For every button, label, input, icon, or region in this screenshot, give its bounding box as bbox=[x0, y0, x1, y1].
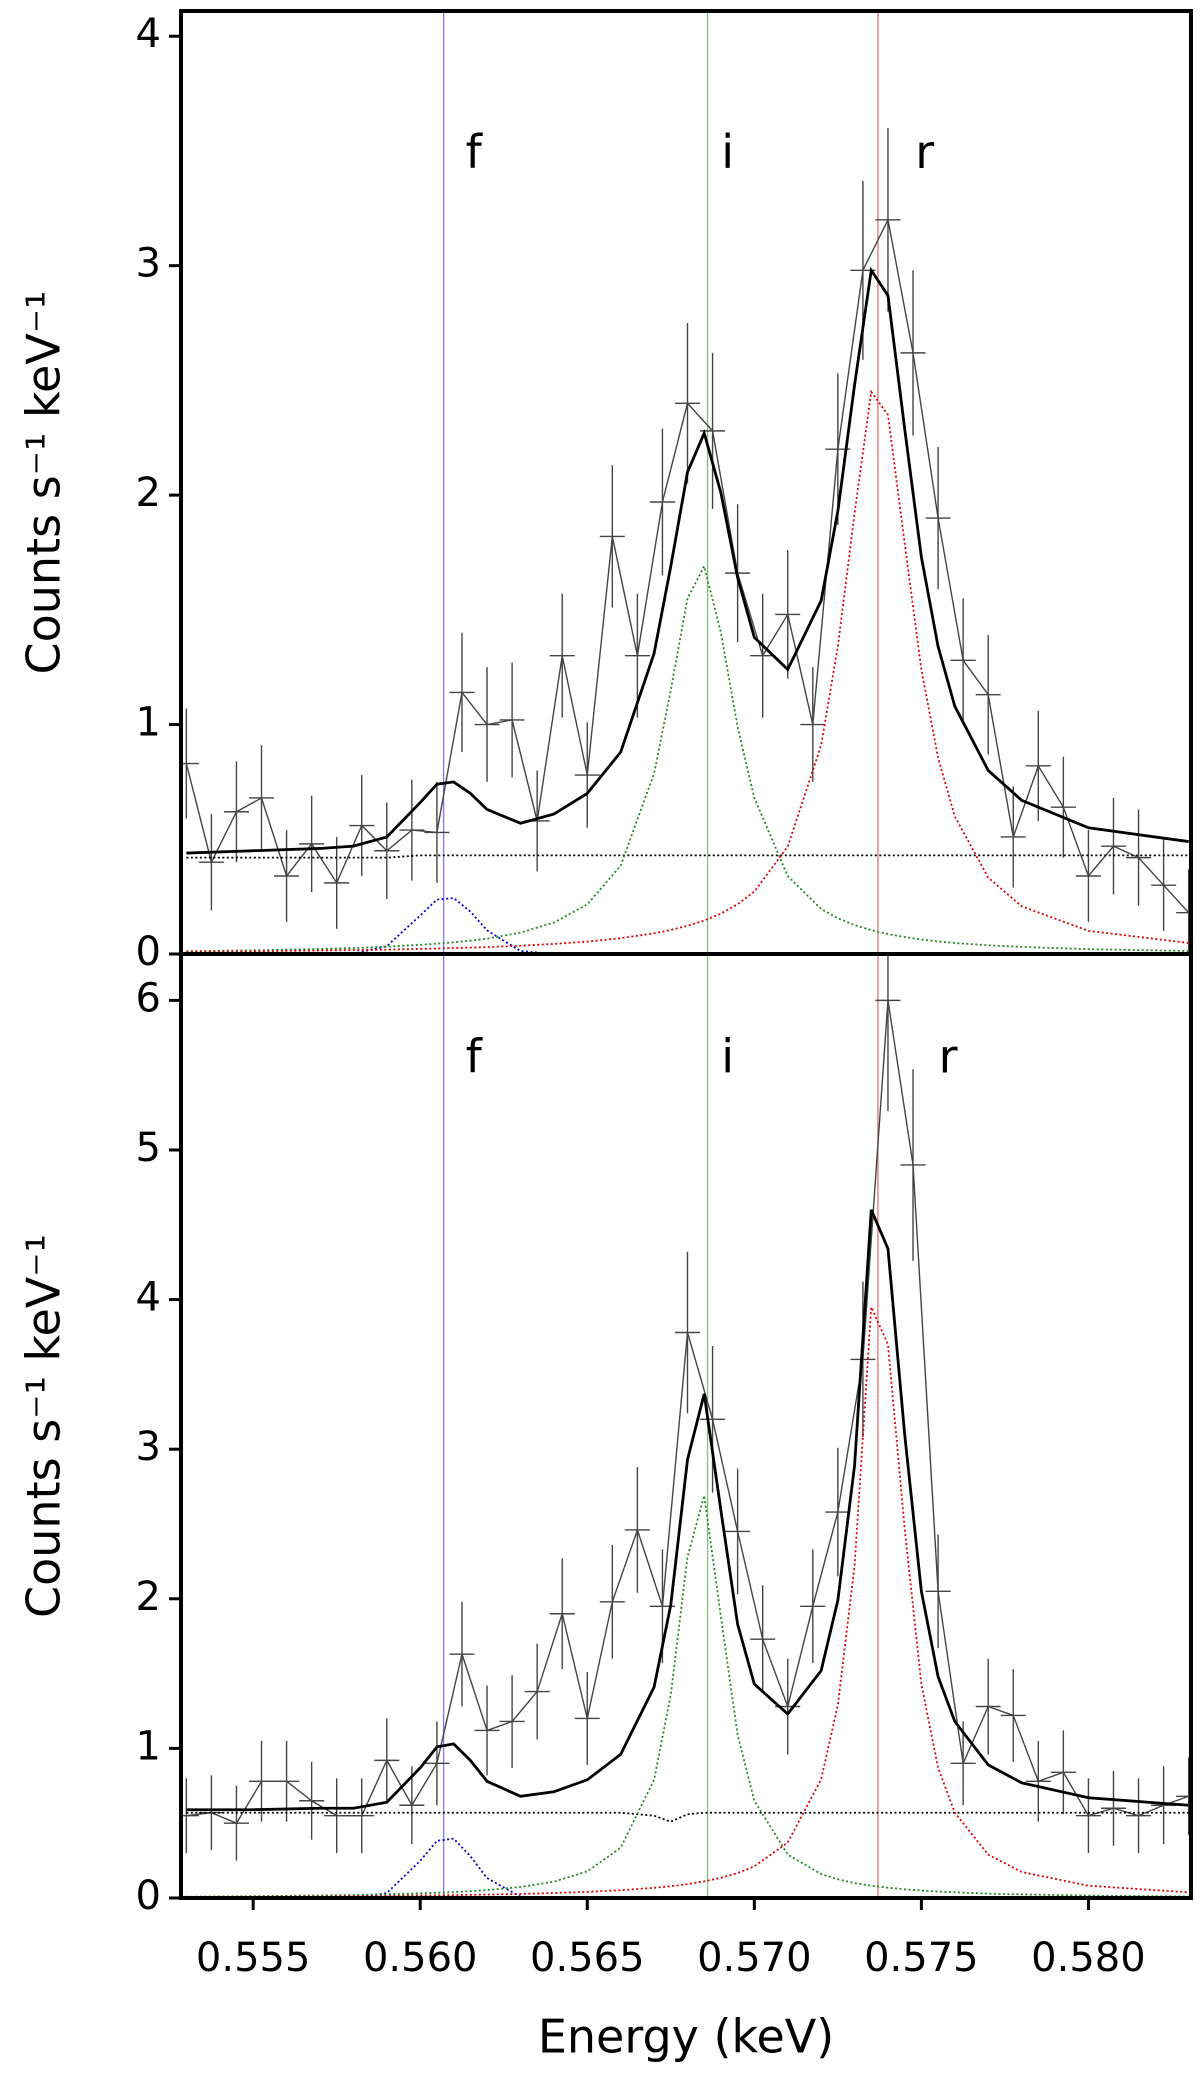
component-line bbox=[186, 897, 1189, 954]
y-axis-label: Counts s⁻¹ keV⁻¹ bbox=[17, 291, 71, 675]
component-line bbox=[186, 854, 1189, 859]
y-tick-label: 4 bbox=[136, 1275, 161, 1321]
component-line bbox=[186, 1811, 1189, 1823]
y-tick-label: 5 bbox=[136, 1125, 161, 1171]
component-line bbox=[186, 389, 1189, 953]
x-tick-label: 0.575 bbox=[864, 1935, 979, 1981]
y-tick-label: 1 bbox=[136, 1723, 161, 1769]
x-tick-label: 0.565 bbox=[530, 1935, 645, 1981]
x-axis-label: Energy (keV) bbox=[538, 2010, 834, 2064]
y-tick-label: 2 bbox=[136, 1574, 161, 1620]
x-tick-label: 0.555 bbox=[196, 1935, 311, 1981]
component-line bbox=[186, 563, 1189, 953]
x-tick-label: 0.580 bbox=[1031, 1935, 1146, 1981]
plot-area bbox=[181, 954, 1191, 1898]
y-tick-label: 4 bbox=[136, 11, 161, 57]
y-tick-label: 0 bbox=[136, 929, 161, 975]
y-tick-label: 2 bbox=[136, 470, 161, 516]
plot-area bbox=[181, 11, 1191, 954]
y-axis-label: Counts s⁻¹ keV⁻¹ bbox=[17, 1234, 71, 1618]
y-tick-label: 1 bbox=[136, 700, 161, 746]
annotation: i bbox=[721, 1030, 734, 1084]
x-tick-label: 0.570 bbox=[697, 1935, 812, 1981]
component-line bbox=[186, 1306, 1189, 1898]
x-tick-label: 0.560 bbox=[363, 1935, 478, 1981]
annotation: i bbox=[721, 125, 734, 179]
y-tick-label: 0 bbox=[136, 1873, 161, 1919]
annotation: f bbox=[466, 1030, 484, 1084]
y-tick-label: 3 bbox=[136, 241, 161, 287]
y-tick-label: 6 bbox=[136, 975, 161, 1021]
annotation: f bbox=[466, 125, 484, 179]
axes-frame bbox=[179, 952, 1193, 1900]
component-line bbox=[186, 1495, 1189, 1898]
model-line bbox=[186, 266, 1189, 855]
model-line bbox=[186, 1209, 1189, 1812]
y-tick-label: 3 bbox=[136, 1424, 161, 1470]
annotation: r bbox=[939, 1030, 958, 1084]
annotation: r bbox=[915, 125, 934, 179]
